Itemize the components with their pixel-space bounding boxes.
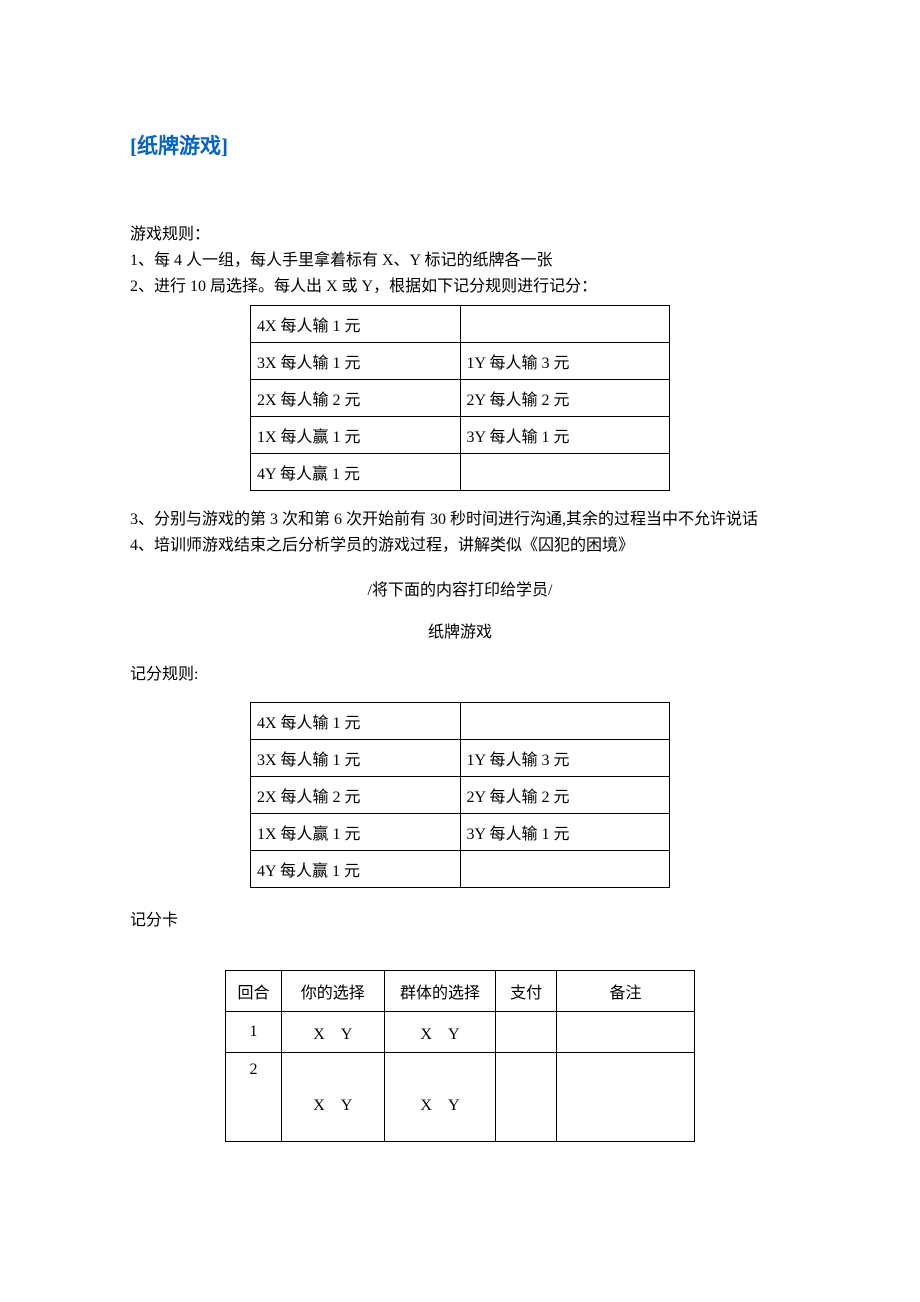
table-cell: 3X 每人输 1 元 xyxy=(251,740,461,777)
table-row: 2X 每人输 2 元 2Y 每人输 2 元 xyxy=(251,380,670,417)
table-cell xyxy=(460,851,670,888)
cell-pay xyxy=(496,1053,557,1142)
rule-3: 3、分别与游戏的第 3 次和第 6 次开始前有 30 秒时间进行沟通,其余的过程… xyxy=(130,507,790,533)
table-cell: 4X 每人输 1 元 xyxy=(251,306,461,343)
table-row: 1X 每人赢 1 元 3Y 每人输 1 元 xyxy=(251,814,670,851)
cell-round: 2 xyxy=(226,1053,282,1142)
table-row: 1X 每人赢 1 元 3Y 每人输 1 元 xyxy=(251,417,670,454)
table-cell: 1X 每人赢 1 元 xyxy=(251,814,461,851)
table-cell: 4Y 每人赢 1 元 xyxy=(251,851,461,888)
col-header-note: 备注 xyxy=(556,971,694,1012)
table-row: 2 X Y X Y xyxy=(226,1053,695,1142)
table-cell: 3Y 每人输 1 元 xyxy=(460,814,670,851)
table-cell: 3Y 每人输 1 元 xyxy=(460,417,670,454)
cell-round: 1 xyxy=(226,1012,282,1053)
table-row: 3X 每人输 1 元 1Y 每人输 3 元 xyxy=(251,740,670,777)
cell-pay xyxy=(496,1012,557,1053)
table-header-row: 回合 你的选择 群体的选择 支付 备注 xyxy=(226,971,695,1012)
table-cell: 2Y 每人输 2 元 xyxy=(460,777,670,814)
table-row: 2X 每人输 2 元 2Y 每人输 2 元 xyxy=(251,777,670,814)
scoring-heading: 记分规则: xyxy=(130,660,790,684)
col-header-pay: 支付 xyxy=(496,971,557,1012)
col-header-group-choice: 群体的选择 xyxy=(384,971,496,1012)
table-cell: 2X 每人输 2 元 xyxy=(251,380,461,417)
table-cell xyxy=(460,703,670,740)
print-note: /将下面的内容打印给学员/ xyxy=(130,576,790,600)
scorecard-heading: 记分卡 xyxy=(130,906,790,930)
document-page: [纸牌游戏] 游戏规则： 1、每 4 人一组，每人手里拿着标有 X、Y 标记的纸… xyxy=(0,0,920,1302)
table-cell: 1Y 每人输 3 元 xyxy=(460,343,670,380)
rule-4: 4、培训师游戏结束之后分析学员的游戏过程，讲解类似《囚犯的困境》 xyxy=(130,533,790,559)
rule-1: 1、每 4 人一组，每人手里拿着标有 X、Y 标记的纸牌各一张 xyxy=(130,248,790,274)
cell-note xyxy=(556,1012,694,1053)
table-cell: 1Y 每人输 3 元 xyxy=(460,740,670,777)
table-cell: 2X 每人输 2 元 xyxy=(251,777,461,814)
table-cell: 4Y 每人赢 1 元 xyxy=(251,454,461,491)
scoring-table-2: 4X 每人输 1 元 3X 每人输 1 元 1Y 每人输 3 元 2X 每人输 … xyxy=(250,702,670,888)
scorecard-table: 回合 你的选择 群体的选择 支付 备注 1 X Y X Y 2 X Y X Y xyxy=(225,970,695,1142)
table-row: 3X 每人输 1 元 1Y 每人输 3 元 xyxy=(251,343,670,380)
table-row: 4Y 每人赢 1 元 xyxy=(251,851,670,888)
col-header-round: 回合 xyxy=(226,971,282,1012)
table-row: 1 X Y X Y xyxy=(226,1012,695,1053)
table-cell: 1X 每人赢 1 元 xyxy=(251,417,461,454)
subtitle: 纸牌游戏 xyxy=(130,618,790,642)
col-header-your-choice: 你的选择 xyxy=(282,971,385,1012)
cell-group-choice: X Y xyxy=(384,1053,496,1142)
page-title: [纸牌游戏] xyxy=(130,130,790,160)
table-row: 4X 每人输 1 元 xyxy=(251,703,670,740)
table-cell: 2Y 每人输 2 元 xyxy=(460,380,670,417)
cell-your-choice: X Y xyxy=(282,1053,385,1142)
rules-heading: 游戏规则： xyxy=(130,220,790,244)
table-cell xyxy=(460,454,670,491)
table-cell xyxy=(460,306,670,343)
scoring-table-1: 4X 每人输 1 元 3X 每人输 1 元 1Y 每人输 3 元 2X 每人输 … xyxy=(250,305,670,491)
table-row: 4Y 每人赢 1 元 xyxy=(251,454,670,491)
table-cell: 4X 每人输 1 元 xyxy=(251,703,461,740)
cell-your-choice: X Y xyxy=(282,1012,385,1053)
cell-group-choice: X Y xyxy=(384,1012,496,1053)
table-cell: 3X 每人输 1 元 xyxy=(251,343,461,380)
rule-2: 2、进行 10 局选择。每人出 X 或 Y，根据如下记分规则进行记分： xyxy=(130,274,790,300)
cell-note xyxy=(556,1053,694,1142)
table-row: 4X 每人输 1 元 xyxy=(251,306,670,343)
